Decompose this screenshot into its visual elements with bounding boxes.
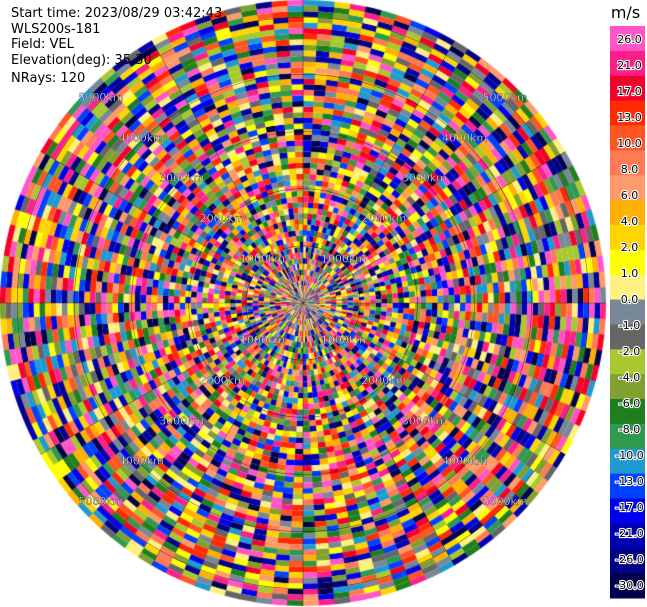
colorbar-swatch (610, 75, 645, 102)
colorbar-tick-label: -10.0 (615, 449, 643, 462)
range-ring-label: 5000km (78, 495, 123, 508)
colorbar-tick-label: -8.0 (619, 423, 640, 436)
colorbar-swatch (610, 498, 645, 524)
azimuth-spoke (151, 302, 304, 566)
colorbar-tick-label: 0.0 (621, 293, 639, 306)
colorbar-swatch (610, 324, 645, 350)
colorbar-swatch (610, 274, 645, 301)
colorbar-swatch (610, 423, 645, 450)
range-ring-label: 4000km (442, 455, 487, 468)
colorbar-swatch (610, 249, 645, 276)
colorbar-tick-label: -1.0 (619, 319, 640, 332)
colorbar-swatch (610, 473, 645, 500)
colorbar-swatch (610, 224, 645, 251)
colorbar-tick-label: -30.0 (615, 579, 643, 592)
range-ring-label: 4000km (119, 455, 164, 468)
range-ring-label: 3000km (159, 414, 204, 427)
range-ring-label: 2000km (361, 374, 406, 387)
colorbar-tick-label: -4.0 (619, 371, 640, 384)
colorbar-tick-label: 10.0 (617, 137, 642, 150)
colorbar-swatch (610, 200, 645, 226)
range-ring-label: 5000km (483, 91, 528, 104)
colorbar-swatch (610, 523, 645, 549)
range-rings: 1000km 2000km 3000km 4000km 5000km 1000km 2000… (0, 0, 606, 606)
range-ring-label: 3000km (159, 172, 204, 185)
azimuth-spoke (40, 151, 304, 304)
colorbar-tick-label: 21.0 (617, 59, 642, 72)
azimuth-spoke (302, 40, 455, 304)
azimuth-spoke (302, 302, 566, 455)
colorbar-tick-label: -6.0 (619, 397, 640, 410)
colorbar-swatch (610, 349, 645, 375)
colorbar-swatch (610, 125, 645, 151)
colorbar-tick-label: 1.0 (621, 267, 639, 280)
range-ring-label: 3000km (402, 414, 447, 427)
range-ring-label: 4000km (442, 131, 487, 144)
colorbar-tick-label: -21.0 (615, 527, 643, 540)
colorbar-swatch (610, 150, 645, 176)
azimuth-spoke (151, 40, 304, 304)
instrument-label: WLS200s-181 (11, 22, 101, 37)
colorbar-swatch (610, 399, 645, 425)
field-label: Field: VEL (11, 37, 74, 52)
colorbar-tick-label: -2.0 (619, 345, 640, 358)
colorbar-swatch (610, 175, 645, 201)
colorbar-tick-label: 2.0 (621, 241, 639, 254)
range-ring-label: 2000km (200, 374, 245, 387)
colorbar-swatch (610, 448, 645, 475)
start-time-label: Start time: 2023/08/29 03:42:43 (11, 6, 223, 21)
range-ring-label: 5000km (483, 495, 528, 508)
range-ring-label: 3000km (402, 172, 447, 185)
colorbar-tick-label: 4.0 (621, 215, 639, 228)
range-ring-label: 5000km (78, 91, 123, 104)
colorbar-swatch (610, 299, 645, 325)
range-ring-label: 4000km (119, 131, 164, 144)
azimuth-spoke (302, 302, 455, 566)
range-ring-label: 1000km (240, 333, 285, 346)
colorbar-tick-label: 26.0 (617, 33, 642, 46)
range-ring-label: 1000km (321, 333, 366, 346)
range-ring-label: 2000km (200, 212, 245, 225)
colorbar-tick-label: -26.0 (615, 553, 643, 566)
azimuth-spoke (40, 302, 304, 455)
colorbar-swatch (610, 100, 645, 126)
colorbar-tick-label: 6.0 (621, 189, 639, 202)
colorbar-title: m/s (611, 3, 640, 22)
range-ring-label: 2000km (361, 212, 406, 225)
colorbar-tick-label: 8.0 (621, 163, 639, 176)
colorbar-tick-label: 13.0 (617, 111, 642, 124)
colorbar-swatch (610, 50, 645, 77)
nrays-label: NRays: 120 (11, 71, 86, 86)
range-ring-label: 1000km (240, 253, 285, 266)
colorbar-swatch (610, 573, 645, 599)
colorbar-tick-label: -13.0 (615, 475, 643, 488)
colorbar-swatch (610, 374, 645, 400)
colorbar-tick-label: 17.0 (617, 85, 642, 98)
elevation-label: Elevation(deg): 35.30 (11, 53, 152, 68)
range-ring-label: 1000km (321, 253, 366, 266)
colorbar-tick-label: -17.0 (615, 501, 643, 514)
colorbar-swatch (610, 26, 645, 52)
colorbar-swatch (610, 548, 645, 574)
azimuth-spoke (302, 151, 566, 304)
